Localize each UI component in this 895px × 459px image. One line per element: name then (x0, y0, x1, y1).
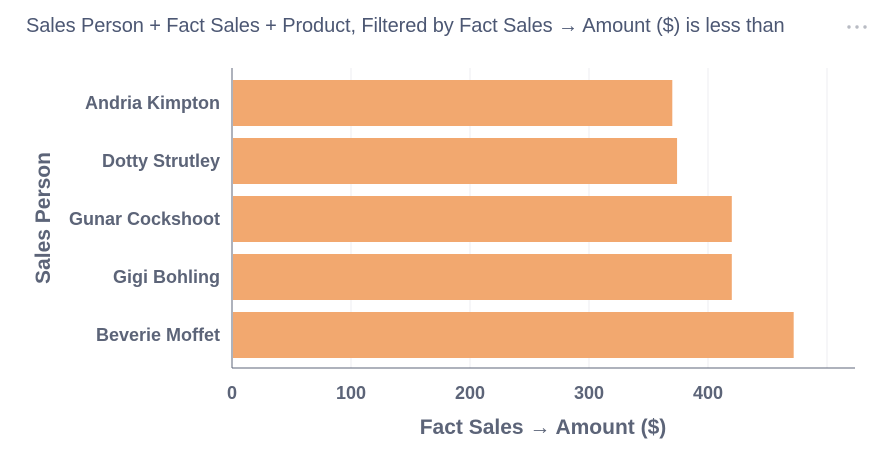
x-tick-label: 400 (693, 383, 723, 403)
bar[interactable] (233, 312, 794, 358)
bar[interactable] (233, 138, 678, 184)
x-tick-label: 100 (336, 383, 366, 403)
ellipsis-icon (847, 25, 867, 29)
bar[interactable] (233, 254, 732, 300)
y-tick-label: Gunar Cockshoot (69, 209, 220, 229)
y-tick-label: Dotty Strutley (102, 151, 220, 171)
y-tick-label: Beverie Moffet (96, 325, 220, 345)
card-title[interactable]: Sales Person + Fact Sales + Product, Fil… (26, 15, 785, 37)
bar[interactable] (233, 196, 732, 242)
x-tick-label: 300 (574, 383, 604, 403)
x-tick-label: 200 (455, 383, 485, 403)
y-tick-label: Gigi Bohling (113, 267, 220, 287)
bar[interactable] (233, 80, 673, 126)
bars (233, 80, 794, 358)
x-axis-title: Fact Sales → Amount ($) (420, 416, 667, 439)
x-tick-labels: 0 100 200 300 400 (227, 383, 723, 403)
card-header: Sales Person + Fact Sales + Product, Fil… (0, 0, 895, 56)
y-tick-labels: Andria Kimpton Dotty Strutley Gunar Cocksh… (69, 93, 220, 345)
more-options-button[interactable] (842, 14, 872, 40)
y-tick-label: Andria Kimpton (85, 93, 220, 113)
x-tick-label: 0 (227, 383, 237, 403)
y-axis-title: Sales Person (32, 152, 55, 284)
